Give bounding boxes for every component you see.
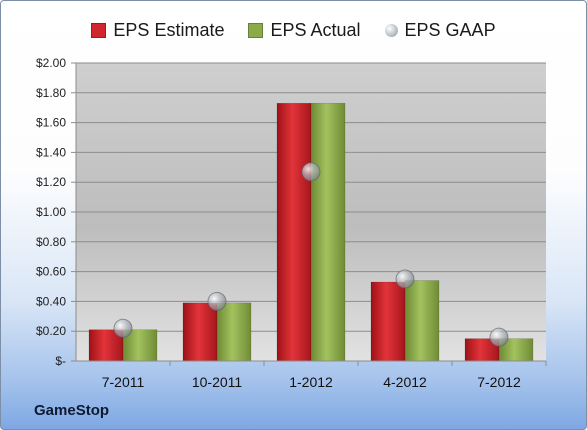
y-tick-label: $1.60 bbox=[36, 116, 66, 130]
x-category-label: 4-2012 bbox=[383, 374, 427, 390]
legend-label-estimate: EPS Estimate bbox=[113, 19, 225, 40]
point-eps-gaap bbox=[207, 291, 227, 311]
y-tick-label: $1.00 bbox=[36, 205, 66, 219]
point-eps-gaap bbox=[395, 269, 415, 289]
y-tick-label: $0.60 bbox=[36, 265, 66, 279]
x-category-label: 1-2012 bbox=[289, 374, 333, 390]
bar-eps-estimate bbox=[276, 102, 312, 362]
point-eps-gaap bbox=[113, 318, 133, 338]
x-category-label: 7-2012 bbox=[477, 374, 521, 390]
x-category-label: 7-2011 bbox=[102, 374, 145, 390]
point-eps-gaap bbox=[301, 162, 321, 182]
bar-eps-actual bbox=[310, 102, 346, 362]
bar-eps-actual bbox=[404, 280, 440, 362]
legend-item-estimate: EPS Estimate bbox=[91, 20, 224, 41]
y-tick-label: $1.80 bbox=[36, 86, 66, 100]
legend-label-gaap: EPS GAAP bbox=[404, 19, 496, 40]
point-eps-gaap bbox=[489, 327, 509, 347]
bar-eps-estimate bbox=[182, 302, 218, 362]
y-tick-label: $0.40 bbox=[36, 294, 66, 308]
company-label: GameStop bbox=[34, 402, 110, 419]
bar-eps-actual bbox=[216, 302, 252, 362]
plot-area: $- $0.20 $0.40 $0.60 $0.80 $1.00 $1.20 $1.40 $1.… bbox=[36, 56, 547, 390]
y-tick-label: $0.80 bbox=[36, 235, 66, 249]
y-tick-label: $- bbox=[55, 354, 66, 368]
legend-item-actual: EPS Actual bbox=[248, 19, 361, 41]
y-tick-label: $1.40 bbox=[36, 145, 66, 159]
y-tick-label: $2.00 bbox=[36, 56, 66, 70]
legend-swatch-estimate bbox=[91, 22, 107, 38]
legend-swatch-gaap bbox=[384, 23, 398, 37]
bar-eps-estimate bbox=[370, 281, 406, 362]
legend-item-gaap: EPS GAAP bbox=[384, 19, 496, 41]
y-tick-label: $0.20 bbox=[36, 324, 66, 338]
x-category-label: 10-2011 bbox=[192, 374, 243, 390]
legend: EPS Estimate EPS Actual EPS GAAP bbox=[1, 15, 586, 45]
legend-label-actual: EPS Actual bbox=[270, 19, 361, 40]
y-tick-label: $1.20 bbox=[36, 175, 66, 189]
legend-swatch-actual bbox=[248, 22, 264, 38]
